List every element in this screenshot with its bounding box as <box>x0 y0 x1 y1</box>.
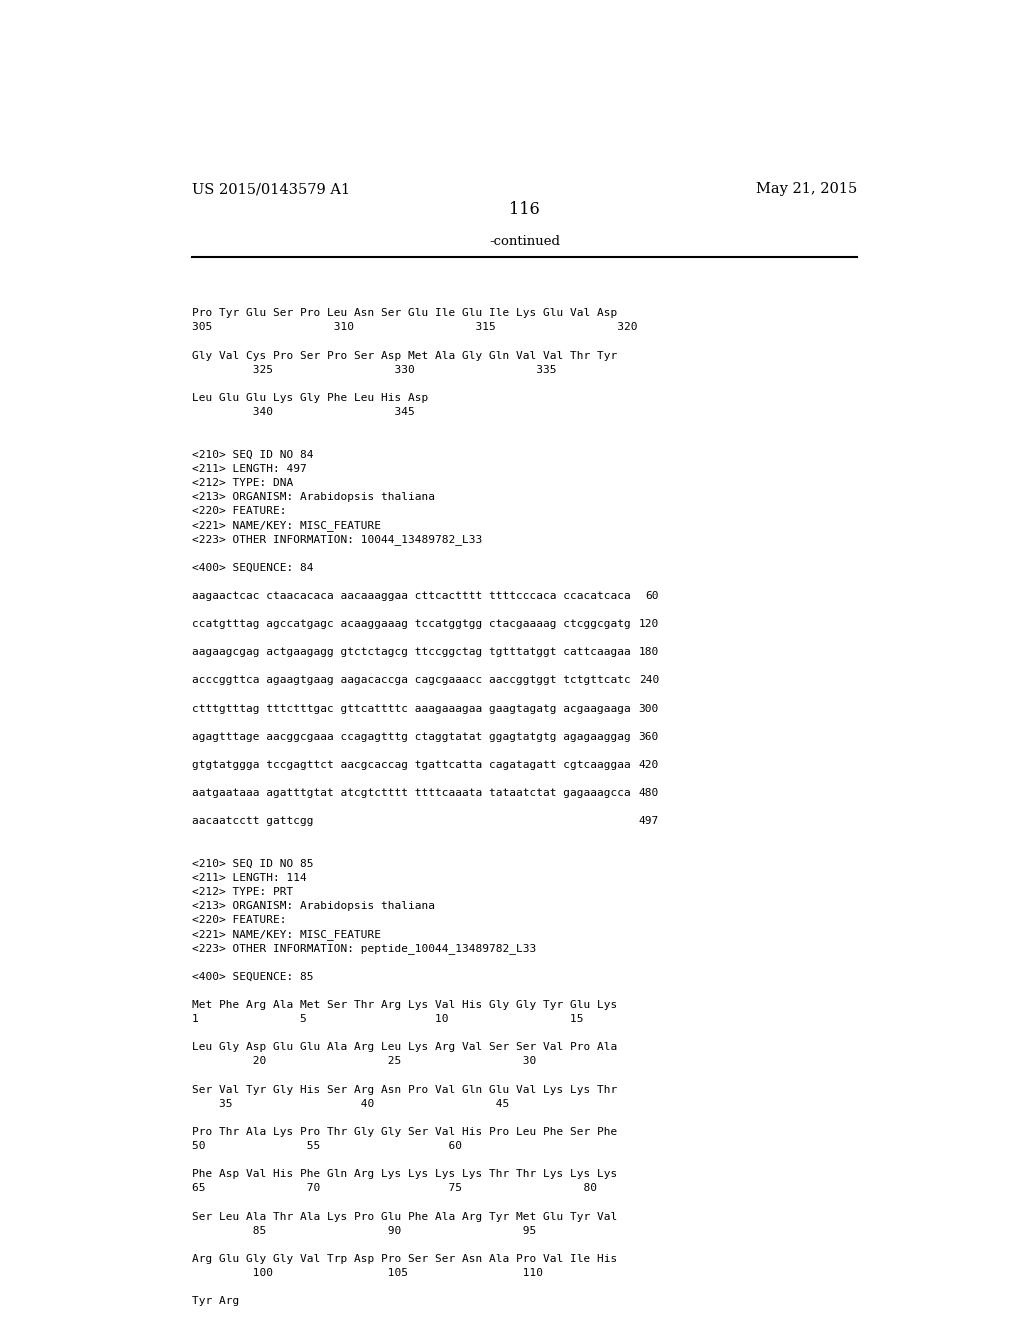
Text: aacaatcctt gattcgg: aacaatcctt gattcgg <box>193 817 313 826</box>
Text: Ser Val Tyr Gly His Ser Arg Asn Pro Val Gln Glu Val Lys Lys Thr: Ser Val Tyr Gly His Ser Arg Asn Pro Val … <box>193 1085 617 1094</box>
Text: May 21, 2015: May 21, 2015 <box>756 182 857 197</box>
Text: 300: 300 <box>639 704 658 714</box>
Text: aagaactcac ctaacacaca aacaaaggaa cttcactttt ttttcccaca ccacatcaca: aagaactcac ctaacacaca aacaaaggaa cttcact… <box>193 590 631 601</box>
Text: gtgtatggga tccgagttct aacgcaccag tgattcatta cagatagatt cgtcaaggaa: gtgtatggga tccgagttct aacgcaccag tgattca… <box>193 760 631 770</box>
Text: aatgaataaa agatttgtat atcgtctttt ttttcaaata tataatctat gagaaagcca: aatgaataaa agatttgtat atcgtctttt ttttcaa… <box>193 788 631 799</box>
Text: 85                  90                  95: 85 90 95 <box>193 1226 537 1236</box>
Text: <212> TYPE: DNA: <212> TYPE: DNA <box>193 478 294 487</box>
Text: 340                  345: 340 345 <box>193 407 415 417</box>
Text: US 2015/0143579 A1: US 2015/0143579 A1 <box>193 182 350 197</box>
Text: 35                   40                  45: 35 40 45 <box>193 1098 510 1109</box>
Text: Gly Val Cys Pro Ser Pro Ser Asp Met Ala Gly Gln Val Val Thr Tyr: Gly Val Cys Pro Ser Pro Ser Asp Met Ala … <box>193 351 617 360</box>
Text: <221> NAME/KEY: MISC_FEATURE: <221> NAME/KEY: MISC_FEATURE <box>193 929 381 940</box>
Text: <220> FEATURE:: <220> FEATURE: <box>193 915 287 925</box>
Text: 65               70                   75                  80: 65 70 75 80 <box>193 1184 597 1193</box>
Text: ccatgtttag agccatgagc acaaggaaag tccatggtgg ctacgaaaag ctcggcgatg: ccatgtttag agccatgagc acaaggaaag tccatgg… <box>193 619 631 628</box>
Text: 20                  25                  30: 20 25 30 <box>193 1056 537 1067</box>
Text: agagtttage aacggcgaaa ccagagtttg ctaggtatat ggagtatgtg agagaaggag: agagtttage aacggcgaaa ccagagtttg ctaggta… <box>193 731 631 742</box>
Text: ctttgtttag tttctttgac gttcattttc aaagaaagaa gaagtagatg acgaagaaga: ctttgtttag tttctttgac gttcattttc aaagaaa… <box>193 704 631 714</box>
Text: 497: 497 <box>639 817 658 826</box>
Text: acccggttca agaagtgaag aagacaccga cagcgaaacc aaccggtggt tctgttcatc: acccggttca agaagtgaag aagacaccga cagcgaa… <box>193 676 631 685</box>
Text: 480: 480 <box>639 788 658 799</box>
Text: <213> ORGANISM: Arabidopsis thaliana: <213> ORGANISM: Arabidopsis thaliana <box>193 492 435 502</box>
Text: Leu Gly Asp Glu Glu Ala Arg Leu Lys Arg Val Ser Ser Val Pro Ala: Leu Gly Asp Glu Glu Ala Arg Leu Lys Arg … <box>193 1043 617 1052</box>
Text: <223> OTHER INFORMATION: peptide_10044_13489782_L33: <223> OTHER INFORMATION: peptide_10044_1… <box>193 944 537 954</box>
Text: <210> SEQ ID NO 84: <210> SEQ ID NO 84 <box>193 449 313 459</box>
Text: <223> OTHER INFORMATION: 10044_13489782_L33: <223> OTHER INFORMATION: 10044_13489782_… <box>193 535 482 545</box>
Text: 420: 420 <box>639 760 658 770</box>
Text: 100                 105                 110: 100 105 110 <box>193 1269 544 1278</box>
Text: -continued: -continued <box>489 235 560 248</box>
Text: 116: 116 <box>509 201 541 218</box>
Text: <211> LENGTH: 497: <211> LENGTH: 497 <box>193 463 307 474</box>
Text: <211> LENGTH: 114: <211> LENGTH: 114 <box>193 873 307 883</box>
Text: aagaagcgag actgaagagg gtctctagcg ttccggctag tgtttatggt cattcaagaa: aagaagcgag actgaagagg gtctctagcg ttccggc… <box>193 647 631 657</box>
Text: Tyr Arg: Tyr Arg <box>193 1296 240 1307</box>
Text: 360: 360 <box>639 731 658 742</box>
Text: <212> TYPE: PRT: <212> TYPE: PRT <box>193 887 294 898</box>
Text: 50               55                   60: 50 55 60 <box>193 1140 462 1151</box>
Text: Phe Asp Val His Phe Gln Arg Lys Lys Lys Lys Thr Thr Lys Lys Lys: Phe Asp Val His Phe Gln Arg Lys Lys Lys … <box>193 1170 617 1179</box>
Text: 325                  330                  335: 325 330 335 <box>193 364 557 375</box>
Text: 240: 240 <box>639 676 658 685</box>
Text: Pro Tyr Glu Ser Pro Leu Asn Ser Glu Ile Glu Ile Lys Glu Val Asp: Pro Tyr Glu Ser Pro Leu Asn Ser Glu Ile … <box>193 309 617 318</box>
Text: 305                  310                  315                  320: 305 310 315 320 <box>193 322 638 333</box>
Text: Arg Glu Gly Gly Val Trp Asp Pro Ser Ser Asn Ala Pro Val Ile His: Arg Glu Gly Gly Val Trp Asp Pro Ser Ser … <box>193 1254 617 1265</box>
Text: <210> SEQ ID NO 85: <210> SEQ ID NO 85 <box>193 859 313 869</box>
Text: <221> NAME/KEY: MISC_FEATURE: <221> NAME/KEY: MISC_FEATURE <box>193 520 381 531</box>
Text: 60: 60 <box>645 590 658 601</box>
Text: 180: 180 <box>639 647 658 657</box>
Text: <400> SEQUENCE: 84: <400> SEQUENCE: 84 <box>193 562 313 573</box>
Text: <220> FEATURE:: <220> FEATURE: <box>193 506 287 516</box>
Text: Met Phe Arg Ala Met Ser Thr Arg Lys Val His Gly Gly Tyr Glu Lys: Met Phe Arg Ala Met Ser Thr Arg Lys Val … <box>193 1001 617 1010</box>
Text: Leu Glu Glu Lys Gly Phe Leu His Asp: Leu Glu Glu Lys Gly Phe Leu His Asp <box>193 393 429 403</box>
Text: 120: 120 <box>639 619 658 628</box>
Text: 1               5                   10                  15: 1 5 10 15 <box>193 1014 584 1024</box>
Text: Ser Leu Ala Thr Ala Lys Pro Glu Phe Ala Arg Tyr Met Glu Tyr Val: Ser Leu Ala Thr Ala Lys Pro Glu Phe Ala … <box>193 1212 617 1222</box>
Text: <400> SEQUENCE: 85: <400> SEQUENCE: 85 <box>193 972 313 982</box>
Text: <213> ORGANISM: Arabidopsis thaliana: <213> ORGANISM: Arabidopsis thaliana <box>193 902 435 911</box>
Text: Pro Thr Ala Lys Pro Thr Gly Gly Ser Val His Pro Leu Phe Ser Phe: Pro Thr Ala Lys Pro Thr Gly Gly Ser Val … <box>193 1127 617 1137</box>
